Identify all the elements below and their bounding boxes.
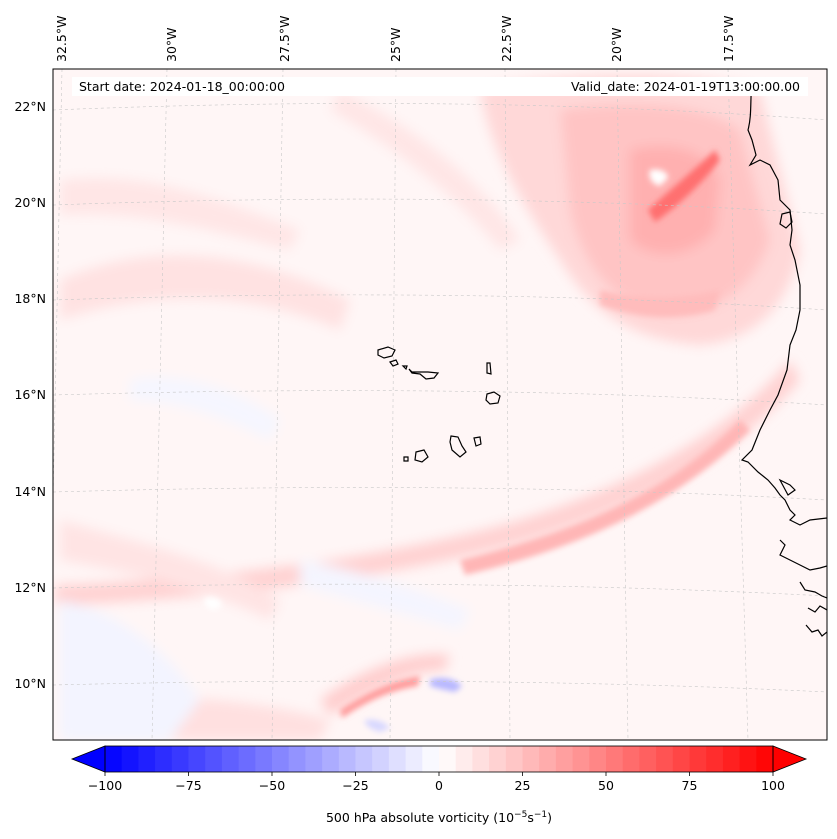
colorbar: −100 −75 −50 −25 0 25 50 75 100 500 hPa absolute… bbox=[70, 745, 808, 825]
colorbar-cell bbox=[422, 746, 440, 772]
colorbar-cell bbox=[355, 746, 373, 772]
island-sao-nicolau bbox=[408, 368, 440, 380]
colorbar-cell bbox=[255, 746, 273, 772]
colorbar-ticks: −100 −75 −50 −25 0 25 50 75 100 bbox=[88, 772, 785, 793]
colorbar-label: 500 hPa absolute vorticity (10−5s−1) bbox=[326, 810, 552, 825]
lon-label-20w: 20°W bbox=[609, 27, 624, 62]
colorbar-cell bbox=[322, 746, 340, 772]
island-santa-luzia bbox=[401, 365, 408, 371]
colorbar-cell bbox=[238, 746, 256, 772]
colorbar-cell bbox=[722, 746, 741, 772]
island-sao-vicente bbox=[389, 359, 399, 367]
colorbar-tick-label: 75 bbox=[682, 778, 698, 793]
lon-label-30w: 30°W bbox=[164, 27, 179, 62]
colorbar-cell bbox=[372, 746, 390, 772]
cape-verde-islands bbox=[377, 346, 501, 463]
start-date-label: Start date: 2024-01-18_00:00:00 bbox=[79, 79, 285, 94]
colorbar-tick-label: 50 bbox=[598, 778, 614, 793]
colorbar-cell bbox=[171, 746, 190, 772]
lat-label-16n: 16°N bbox=[14, 387, 46, 402]
island-fogo bbox=[414, 449, 429, 463]
colorbar-cell bbox=[472, 746, 490, 772]
colorbar-cell bbox=[138, 746, 156, 772]
colorbar-cell bbox=[388, 746, 407, 772]
colorbar-cell bbox=[689, 746, 707, 772]
colorbar-cell bbox=[756, 746, 774, 772]
lat-label-20n: 20°N bbox=[14, 195, 46, 210]
colorbar-cell bbox=[205, 746, 223, 772]
header-strip bbox=[72, 77, 808, 96]
colorbar-tick-label: −75 bbox=[175, 778, 201, 793]
colorbar-tick-label: 100 bbox=[761, 778, 785, 793]
colorbar-tick-label: 25 bbox=[515, 778, 531, 793]
colorbar-tick-label: −50 bbox=[259, 778, 285, 793]
colorbar-tick-label: 0 bbox=[435, 778, 443, 793]
colorbar-cell bbox=[539, 746, 557, 772]
colorbar-cell bbox=[606, 746, 624, 772]
colorbar-extend-min bbox=[70, 745, 106, 773]
map-panel bbox=[53, 69, 827, 740]
colorbar-cell bbox=[656, 746, 674, 772]
lon-label-25w: 25°W bbox=[388, 27, 403, 62]
latitude-labels: 22°N 20°N 18°N 16°N 14°N 12°N 10°N bbox=[14, 99, 46, 691]
colorbar-cell bbox=[639, 746, 657, 772]
colorbar-cell bbox=[288, 746, 306, 772]
colorbar-cells bbox=[105, 746, 774, 772]
lon-label-22-5w: 22.5°W bbox=[499, 16, 514, 62]
lat-label-10n: 10°N bbox=[14, 676, 46, 691]
colorbar-cell bbox=[555, 746, 574, 772]
lat-label-14n: 14°N bbox=[14, 484, 46, 499]
island-maio bbox=[473, 436, 482, 447]
west-africa-coastline bbox=[740, 79, 827, 637]
colorbar-cell bbox=[272, 746, 290, 772]
island-santiago bbox=[449, 435, 467, 458]
colorbar-cell bbox=[505, 746, 524, 772]
island-brava bbox=[403, 456, 409, 462]
colorbar-cell bbox=[706, 746, 724, 772]
colorbar-extend-max bbox=[772, 745, 808, 773]
colorbar-cell bbox=[338, 746, 357, 772]
colorbar-tick-label: −25 bbox=[342, 778, 368, 793]
longitude-labels: 32.5°W 30°W 27.5°W 25°W 22.5°W 20°W 17.5… bbox=[54, 16, 736, 62]
gridlines bbox=[53, 69, 827, 740]
colorbar-cell bbox=[572, 746, 590, 772]
colorbar-cell bbox=[589, 746, 607, 772]
island-sal bbox=[486, 362, 492, 375]
valid-date-label: Valid_date: 2024-01-19T13:00:00.00 bbox=[571, 79, 800, 94]
colorbar-cell bbox=[739, 746, 757, 772]
colorbar-cell bbox=[221, 746, 240, 772]
lat-label-18n: 18°N bbox=[14, 291, 46, 306]
lat-label-22n: 22°N bbox=[14, 99, 46, 114]
colorbar-tick-label: −100 bbox=[88, 778, 122, 793]
lat-label-12n: 12°N bbox=[14, 580, 46, 595]
colorbar-cell bbox=[188, 746, 206, 772]
colorbar-cell bbox=[622, 746, 640, 772]
colorbar-cell bbox=[155, 746, 173, 772]
lon-label-32-5w: 32.5°W bbox=[54, 16, 69, 62]
colorbar-cell bbox=[455, 746, 473, 772]
lon-label-17-5w: 17.5°W bbox=[721, 16, 736, 62]
colorbar-cell bbox=[522, 746, 540, 772]
colorbar-cell bbox=[672, 746, 691, 772]
island-santo-antao bbox=[377, 346, 396, 359]
vorticity-field bbox=[55, 75, 800, 740]
colorbar-cell bbox=[105, 746, 123, 772]
map-frame bbox=[52, 68, 828, 741]
island-boa-vista bbox=[485, 391, 501, 405]
colorbar-cell bbox=[121, 746, 139, 772]
colorbar-cell bbox=[439, 746, 457, 772]
lon-label-27-5w: 27.5°W bbox=[277, 16, 292, 62]
colorbar-cell bbox=[405, 746, 423, 772]
colorbar-cell bbox=[489, 746, 507, 772]
colorbar-cell bbox=[305, 746, 323, 772]
